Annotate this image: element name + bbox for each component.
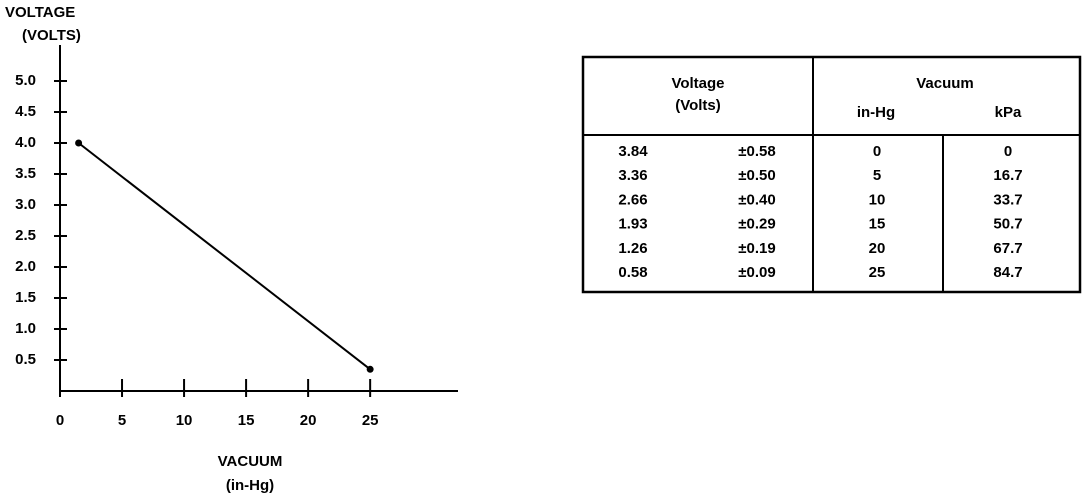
table-cell: 15 xyxy=(869,216,886,233)
x-tick-label: 25 xyxy=(362,412,379,429)
y-tick-label: 4.5 xyxy=(15,103,36,120)
x-tick-label: 5 xyxy=(118,412,126,429)
table-cell: 50.7 xyxy=(993,216,1022,233)
y-axis-title: VOLTAGE xyxy=(5,4,75,21)
table-cell: 0 xyxy=(873,143,881,160)
table-cell: 5 xyxy=(873,167,881,184)
table-header: (Volts) xyxy=(675,97,721,114)
y-tick-label: 3.0 xyxy=(15,196,36,213)
data-point xyxy=(75,139,83,147)
table-header: in-Hg xyxy=(857,104,895,121)
y-tick-label: 1.0 xyxy=(15,320,36,337)
table-cell: 67.7 xyxy=(993,240,1022,257)
table-cell: ±0.50 xyxy=(738,167,775,184)
x-tick-label: 10 xyxy=(176,412,193,429)
table-cell: ±0.58 xyxy=(738,143,775,160)
table-cell: 0 xyxy=(1004,143,1012,160)
y-axis-title: (VOLTS) xyxy=(22,27,81,44)
table-cell: 3.84 xyxy=(618,143,648,160)
y-tick-label: 2.5 xyxy=(15,227,36,244)
table-header: Voltage xyxy=(671,75,724,92)
table-cell: ±0.29 xyxy=(738,216,775,233)
table-border xyxy=(581,55,1082,294)
table-cell: ±0.09 xyxy=(738,264,775,281)
x-tick-label: 20 xyxy=(300,412,317,429)
y-tick-label: 2.0 xyxy=(15,258,36,275)
table-cell: 16.7 xyxy=(993,167,1022,184)
table-cell: 1.26 xyxy=(618,240,647,257)
table-cell: ±0.19 xyxy=(738,240,775,257)
x-tick-label: 15 xyxy=(238,412,255,429)
table-cell: 3.36 xyxy=(618,167,647,184)
x-axis-title: (in-Hg) xyxy=(226,477,274,494)
table-header: kPa xyxy=(995,104,1022,121)
table-cell: 84.7 xyxy=(993,264,1022,281)
y-tick-label: 3.5 xyxy=(15,165,36,182)
data-point xyxy=(366,365,374,373)
table-cell: 10 xyxy=(869,191,886,208)
y-tick-label: 1.5 xyxy=(15,289,36,306)
table-cell: 33.7 xyxy=(993,191,1022,208)
table-cell: ±0.40 xyxy=(738,191,775,208)
x-axis-title: VACUUM xyxy=(218,453,283,470)
y-tick-label: 5.0 xyxy=(15,72,36,89)
table-cell: 2.66 xyxy=(618,191,647,208)
x-tick-label: 0 xyxy=(56,412,64,429)
table-cell: 25 xyxy=(869,264,886,281)
table-cell: 20 xyxy=(869,240,886,257)
table-cell: 0.58 xyxy=(618,264,647,281)
y-tick-label: 4.0 xyxy=(15,134,36,151)
data-line xyxy=(77,142,371,371)
table-header: Vacuum xyxy=(916,75,974,92)
y-tick-label: 0.5 xyxy=(15,351,36,368)
table-cell: 1.93 xyxy=(618,216,647,233)
